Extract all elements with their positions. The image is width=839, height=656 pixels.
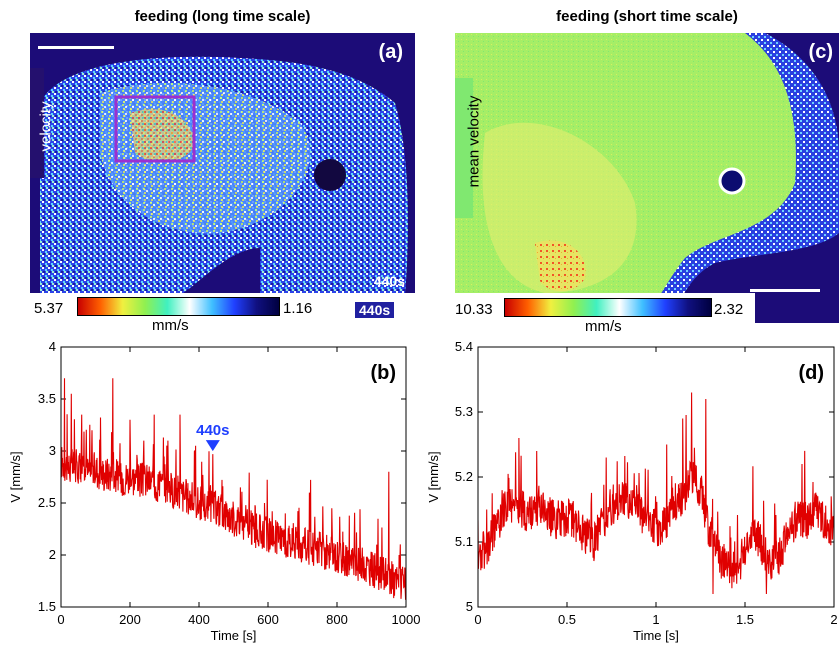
- panel-d-xtick-label: 0.5: [558, 612, 576, 627]
- panel-a-velocity-label: velocity: [37, 101, 55, 152]
- panel-d-ytick-label: 5: [466, 599, 473, 614]
- panel-d-ytick-label: 5.3: [455, 404, 473, 419]
- panel-a-timestamp: 440s: [373, 273, 405, 289]
- panel-d-line-chart: 0 0.5 1 1.5 2 5 5.1 5.2 5.3 5.4 Time [s] V [mm/s] (d…: [426, 339, 838, 643]
- panel-d-series-line: [478, 392, 834, 595]
- panel-b-xtick-label: 0: [57, 612, 64, 627]
- panel-d-letter: (d): [798, 362, 824, 384]
- panel-a-colorbar-max: 5.37: [34, 300, 64, 317]
- panel-d-ytick-label: 5.4: [455, 339, 473, 354]
- panel-d-y-axis-label: V [mm/s]: [426, 451, 441, 502]
- panel-c-heatmap-image: [455, 33, 839, 323]
- panel-b-ytick-label: 3: [49, 443, 56, 458]
- panel-a-timestamp-overlay: 440s: [355, 302, 395, 318]
- panel-b-x-axis-label: Time [s]: [211, 628, 257, 643]
- panel-c-mean-velocity-label: mean velocity: [465, 95, 483, 188]
- panel-b-ytick-label: 1.5: [38, 599, 56, 614]
- panel-a-heatmap-image: [30, 33, 415, 295]
- panel-a-colorbar-unit: mm/s: [152, 317, 189, 334]
- panel-c-colorbar-area: 10.33 2.32 mm/s: [455, 293, 755, 339]
- panel-c-title: feeding (short time scale): [556, 8, 738, 25]
- panel-d-xtick-label: 2: [830, 612, 837, 627]
- panel-b-y-axis-label: V [mm/s]: [8, 451, 23, 502]
- panel-a-heatmap: velocity (a) 440s: [30, 33, 415, 295]
- panel-d-x-axis-label: Time [s]: [633, 628, 679, 643]
- panel-b-xtick-label: 200: [119, 612, 141, 627]
- panel-c-colorbar: [504, 298, 712, 317]
- panel-b-xtick-label: 400: [188, 612, 210, 627]
- panel-d-ytick-label: 5.2: [455, 469, 473, 484]
- panel-d-xtick-label: 1.5: [736, 612, 754, 627]
- panel-b-ytick-label: 2: [49, 547, 56, 562]
- panel-d-ytick-label: 5.1: [455, 534, 473, 549]
- panel-a-colorbar-min: 1.16: [283, 300, 313, 317]
- panel-c-letter: (c): [808, 41, 833, 63]
- panel-a-title: feeding (long time scale): [134, 8, 311, 25]
- panel-c-colorbar-unit: mm/s: [585, 318, 622, 335]
- region-of-interest-box: [114, 95, 196, 163]
- panel-a-colorbar: [77, 297, 280, 316]
- panel-b-ytick-label: 2.5: [38, 495, 56, 510]
- panel-b-ytick-label: 3.5: [38, 391, 56, 406]
- panel-b-annotation-marker: [205, 440, 220, 452]
- panel-a-scale-bar: [38, 46, 114, 49]
- panel-d-xtick-label: 0: [474, 612, 481, 627]
- panel-b-annotation-label: 440s: [196, 422, 229, 439]
- panel-b-letter: (b): [370, 362, 396, 384]
- panel-a-colorbar-area: 5.37 1.16 mm/s: [0, 293, 420, 338]
- panel-b-series-line: [61, 378, 406, 600]
- panel-d-plot-frame: [477, 346, 835, 608]
- panel-b-ytick-label: 4: [49, 339, 56, 354]
- panel-a-letter: (a): [378, 41, 403, 63]
- panel-c-scale-bar: [750, 289, 820, 292]
- panel-b-xtick-label: 800: [326, 612, 348, 627]
- panel-d-plot-area: [477, 346, 835, 608]
- panel-b-line-chart: 0 200 400 600 800 1000 1.5 2 2.5 3 3.5 4 Time [s] V […: [8, 339, 420, 643]
- panel-b-plot-frame: [60, 346, 407, 608]
- panel-c-colorbar-max: 10.33: [455, 301, 493, 318]
- panel-c-colorbar-min: 2.32: [714, 301, 744, 318]
- panel-d-xtick-label: 1: [652, 612, 659, 627]
- panel-c-heatmap: mean velocity (c): [455, 33, 839, 323]
- panel-b-xtick-label: 600: [257, 612, 279, 627]
- panel-b-xtick-label: 1000: [392, 612, 420, 627]
